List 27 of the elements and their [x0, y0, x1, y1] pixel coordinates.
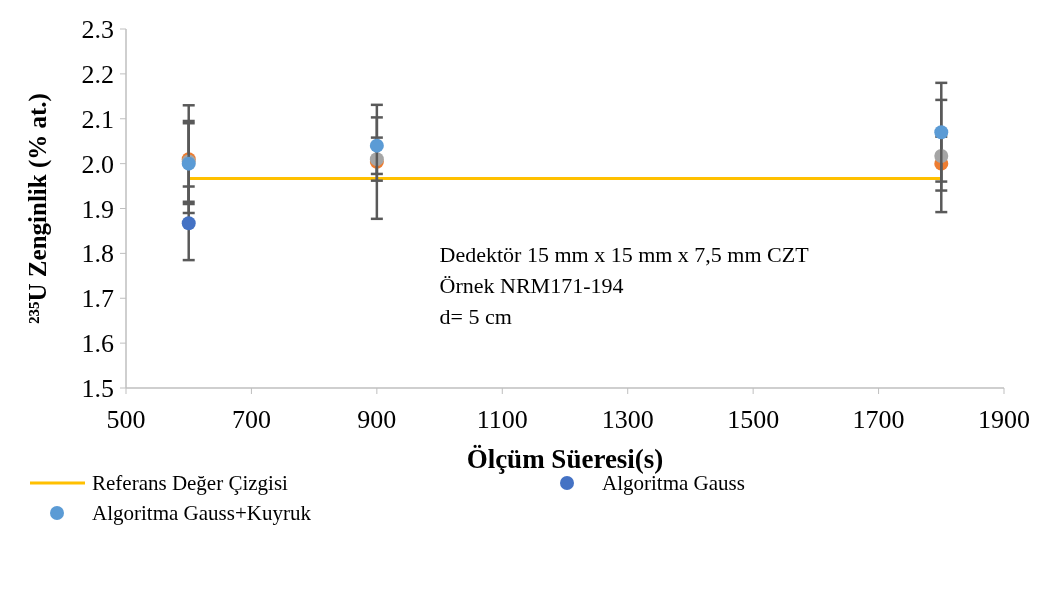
point [934, 125, 949, 140]
point [181, 216, 196, 231]
legend-label: Algoritma Gauss+Kuyruk [92, 501, 312, 526]
y-tick-label: 1.8 [81, 239, 114, 269]
x-axis-title: Ölçüm Süeresi(s) [466, 444, 664, 474]
x-tick-label: 700 [231, 405, 271, 434]
x-tick-label: 1100 [476, 405, 528, 434]
y-tick-label: 1.9 [81, 194, 114, 224]
y-tick-label: 2.1 [81, 104, 114, 134]
x-tick-label: 900 [357, 405, 397, 434]
point [369, 138, 384, 153]
annotation: Örnek NRM171-194 [439, 273, 624, 299]
y-tick-label: 2.2 [81, 59, 114, 89]
y-axis-title: ²³⁵U Zenginlik (% at.) [24, 93, 52, 324]
y-tick-label: 2.0 [81, 149, 114, 179]
annotation: Dedektör 15 mm x 15 mm x 7,5 mm CZT [439, 242, 810, 268]
x-tick-label: 1500 [727, 405, 780, 434]
annotation: d= 5 cm [439, 304, 512, 330]
y-tick-label: 1.5 [81, 374, 114, 404]
x-tick-label: 1900 [978, 405, 1030, 434]
y-tick-label: 2.3 [81, 15, 114, 45]
y-tick-label: 1.6 [81, 329, 114, 359]
x-tick-label: 500 [106, 405, 146, 434]
y-tick-label: 1.7 [81, 284, 114, 314]
x-tick-label: 1700 [852, 405, 905, 434]
x-tick-label: 1300 [601, 405, 654, 434]
legend-label: Referans Değer Çizgisi [92, 471, 289, 496]
